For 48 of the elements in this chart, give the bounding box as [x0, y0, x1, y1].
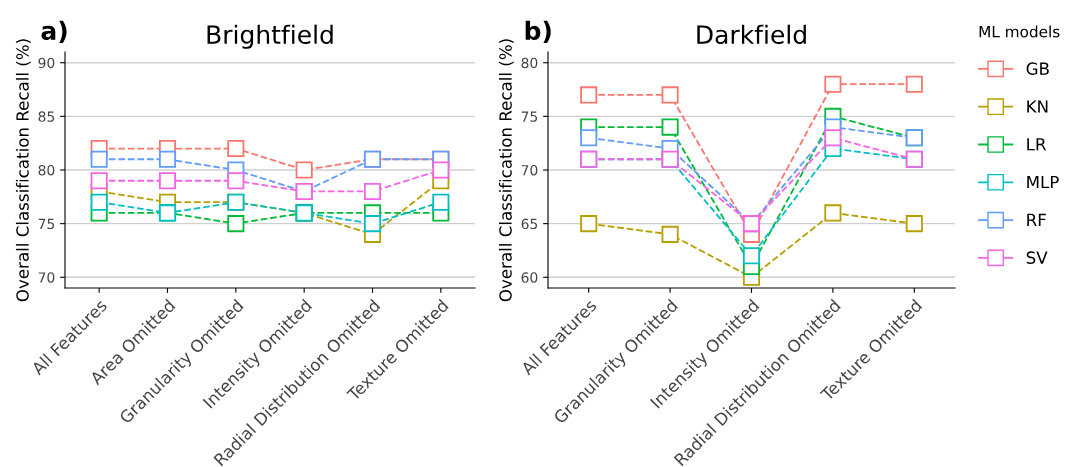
- point: [432, 161, 450, 179]
- legend-label: MLP: [1027, 175, 1059, 189]
- y-tick-label: 90: [38, 57, 55, 69]
- point: [363, 182, 382, 200]
- y-tick-label: 70: [521, 164, 538, 176]
- y-tick-label: 70: [38, 272, 55, 283]
- point: [661, 86, 679, 104]
- point: [824, 204, 842, 222]
- point: [90, 150, 108, 168]
- point: [580, 86, 598, 104]
- point: [227, 140, 245, 158]
- point: [742, 247, 761, 265]
- text: b): [525, 20, 551, 44]
- point: [158, 172, 177, 190]
- point: [363, 215, 382, 233]
- y-tick-label: 85: [38, 111, 55, 122]
- legend-label: RF: [1027, 213, 1046, 226]
- legend-label: SV: [1026, 251, 1048, 264]
- point: [90, 193, 108, 211]
- point: [227, 215, 245, 233]
- y-tick-label: 65: [521, 218, 538, 230]
- point: [295, 161, 313, 179]
- point: [90, 172, 108, 190]
- chart-title: Darkfield: [697, 24, 806, 45]
- point: [905, 75, 923, 93]
- point: [661, 118, 679, 136]
- point: [227, 172, 245, 190]
- text: a): [41, 20, 67, 44]
- point: [824, 75, 842, 93]
- y-axis-title: Overall Classification Recall (%): [15, 39, 31, 302]
- y-tick-label: 75: [38, 218, 55, 230]
- legend-label: GB: [1026, 62, 1049, 75]
- y-tick-label: 60: [521, 272, 538, 283]
- point: [432, 193, 450, 211]
- y-tick-label: 80: [38, 164, 55, 176]
- legend-label: KN: [1027, 100, 1048, 113]
- point: [661, 225, 679, 243]
- point: [580, 215, 598, 233]
- point: [580, 129, 598, 147]
- point: [158, 150, 177, 168]
- legend-label: LR: [1027, 138, 1047, 151]
- legend-title: ML models: [979, 25, 1060, 38]
- y-tick-label: 75: [521, 111, 538, 122]
- y-tick-label: 80: [521, 57, 538, 69]
- point: [905, 215, 923, 233]
- point: [824, 129, 842, 147]
- chart-title: Brightfield: [207, 24, 333, 49]
- y-axis-title: Overall Classification Recall (%): [498, 39, 514, 302]
